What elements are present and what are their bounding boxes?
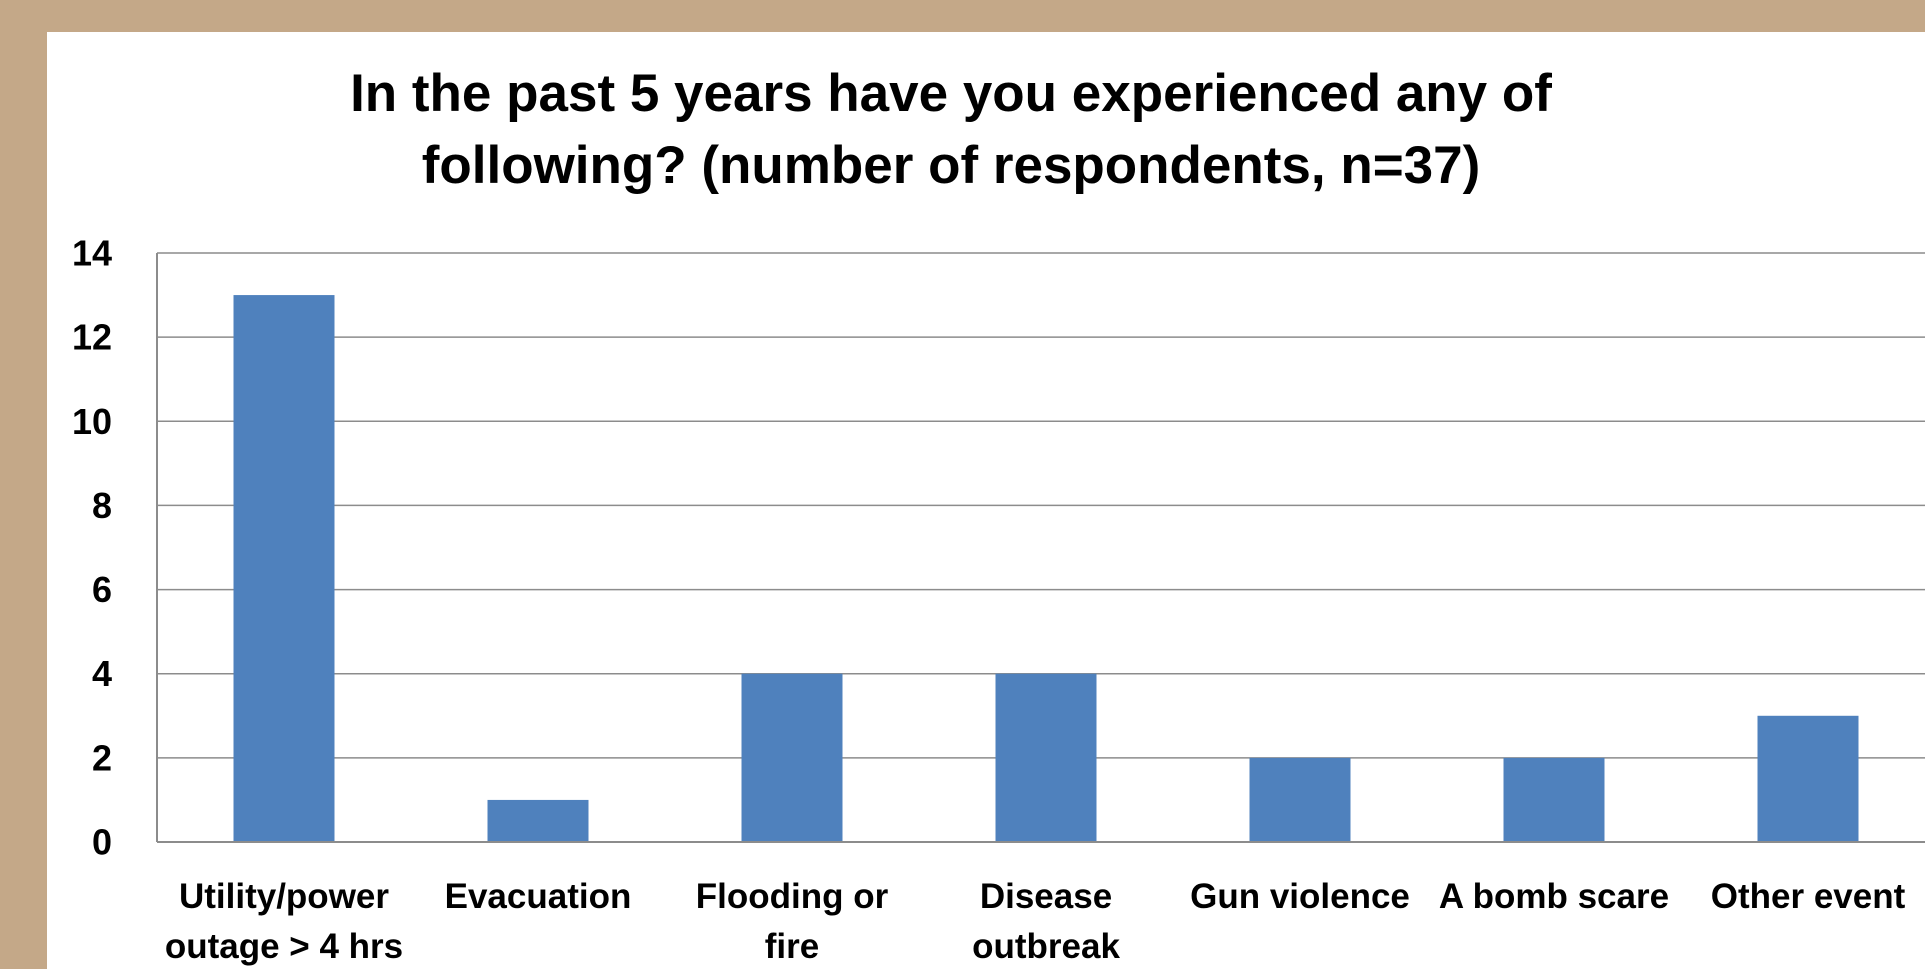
chart-panel <box>47 32 1925 969</box>
bar <box>1757 715 1859 842</box>
x-category-label: Disease outbreak <box>972 877 1120 966</box>
y-tick-label: 4 <box>92 653 112 694</box>
x-category-label: Evacuation <box>445 877 632 916</box>
bar <box>995 673 1097 842</box>
x-category-label: Gun violence <box>1190 877 1410 916</box>
bar <box>1249 757 1351 842</box>
x-category-label: A bomb scare <box>1439 877 1669 916</box>
y-tick-label: 2 <box>92 737 112 778</box>
y-tick-label: 14 <box>72 233 112 274</box>
bar <box>233 295 335 843</box>
y-tick-label: 8 <box>92 485 112 526</box>
y-tick-label: 10 <box>72 401 112 442</box>
y-tick-label: 0 <box>92 822 112 863</box>
bar <box>487 799 589 842</box>
bar <box>741 673 843 842</box>
y-tick-label: 6 <box>92 569 112 610</box>
x-category-label: Utility/power outage > 4 hrs <box>165 877 403 966</box>
chart-title: In the past 5 years have you experienced… <box>47 58 1925 202</box>
chart-title-line-1: In the past 5 years have you experienced… <box>350 64 1552 123</box>
x-category-label: Other event <box>1711 877 1906 916</box>
x-category-label: Flooding or fire <box>696 877 889 966</box>
y-tick-label: 12 <box>72 317 112 358</box>
bar <box>1503 757 1605 842</box>
chart-title-line-2: following? (number of respondents, n=37) <box>421 136 1481 195</box>
